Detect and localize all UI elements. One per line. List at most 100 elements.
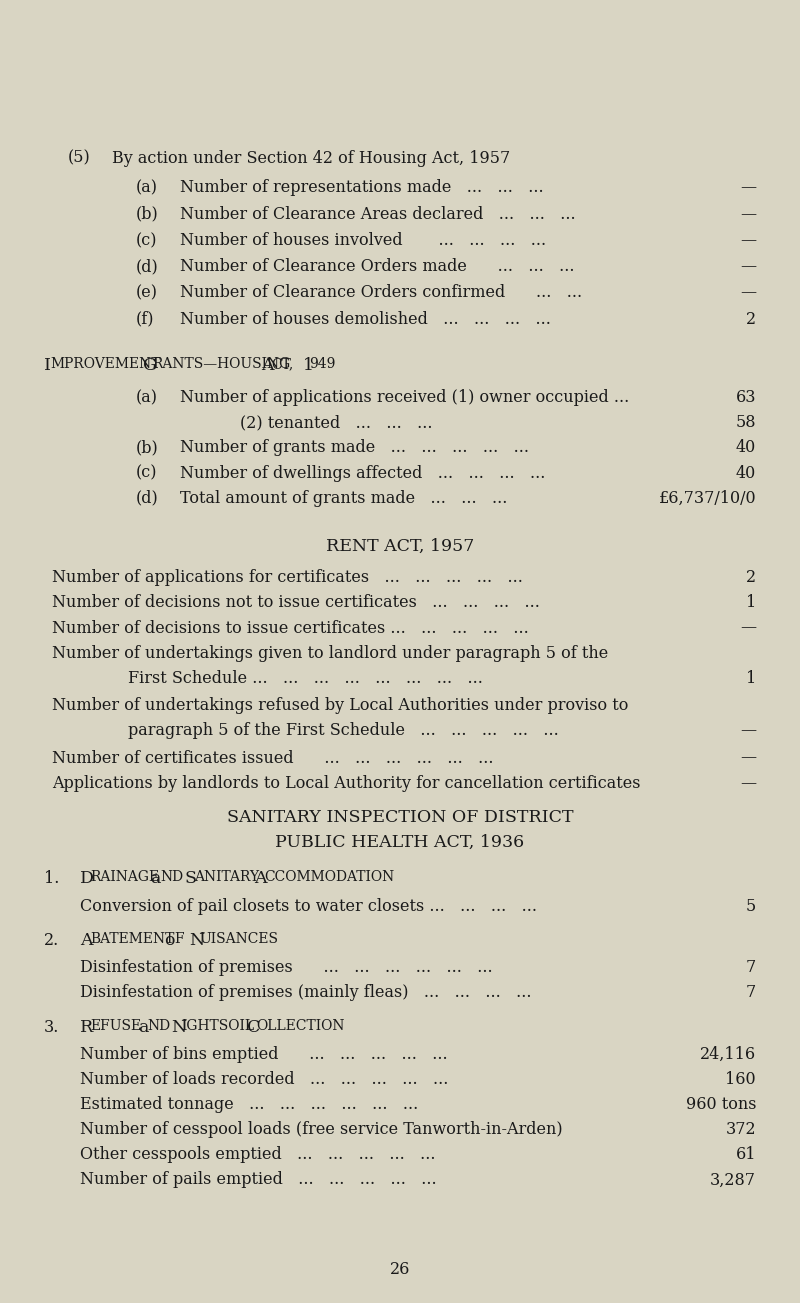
Text: (a): (a)	[136, 180, 158, 197]
Text: Total amount of grants made   ...   ...   ...: Total amount of grants made ... ... ...	[180, 490, 507, 507]
Text: SANITARY INSPECTION OF DISTRICT: SANITARY INSPECTION OF DISTRICT	[226, 809, 574, 826]
Text: —: —	[740, 774, 756, 792]
Text: 2.: 2.	[44, 932, 59, 949]
Text: Number of applications received (1) owner occupied ...: Number of applications received (1) owne…	[180, 390, 630, 407]
Text: 5: 5	[746, 898, 756, 915]
Text: I: I	[44, 357, 51, 374]
Text: A: A	[254, 870, 267, 887]
Text: Number of decisions to issue certificates ...   ...   ...   ...   ...: Number of decisions to issue certificate…	[52, 619, 529, 637]
Text: EFUSE: EFUSE	[90, 1019, 141, 1032]
Text: Number of dwellings affected   ...   ...   ...   ...: Number of dwellings affected ... ... ...…	[180, 464, 546, 482]
Text: 1: 1	[746, 670, 756, 687]
Text: Number of undertakings given to landlord under paragraph 5 of the: Number of undertakings given to landlord…	[52, 645, 608, 662]
Text: D: D	[80, 870, 94, 887]
Text: 40: 40	[736, 439, 756, 456]
Text: N: N	[190, 932, 205, 949]
Text: 24,116: 24,116	[700, 1046, 756, 1063]
Text: RAINAGE: RAINAGE	[90, 870, 159, 885]
Text: 63: 63	[735, 390, 756, 407]
Text: RENT ACT, 1957: RENT ACT, 1957	[326, 537, 474, 555]
Text: Other cesspools emptied   ...   ...   ...   ...   ...: Other cesspools emptied ... ... ... ... …	[80, 1147, 435, 1164]
Text: 58: 58	[735, 414, 756, 431]
Text: Number of certificates issued      ...   ...   ...   ...   ...   ...: Number of certificates issued ... ... ..…	[52, 749, 494, 766]
Text: Number of loads recorded   ...   ...   ...   ...   ...: Number of loads recorded ... ... ... ...…	[80, 1071, 448, 1088]
Text: 26: 26	[390, 1261, 410, 1278]
Text: (5): (5)	[68, 150, 90, 167]
Text: A: A	[262, 357, 274, 374]
Text: 1.: 1.	[44, 870, 59, 887]
Text: Number of cesspool loads (free service Tanworth-in-Arden): Number of cesspool loads (free service T…	[80, 1121, 562, 1139]
Text: Number of houses demolished   ...   ...   ...   ...: Number of houses demolished ... ... ... …	[180, 310, 551, 327]
Text: paragraph 5 of the First Schedule   ...   ...   ...   ...   ...: paragraph 5 of the First Schedule ... ..…	[128, 722, 558, 739]
Text: Disinfestation of premises      ...   ...   ...   ...   ...   ...: Disinfestation of premises ... ... ... .…	[80, 959, 493, 976]
Text: 7: 7	[746, 984, 756, 1002]
Text: —: —	[740, 284, 756, 301]
Text: BATEMENT: BATEMENT	[90, 932, 174, 946]
Text: a: a	[150, 870, 161, 887]
Text: ND: ND	[148, 1019, 171, 1032]
Text: (f): (f)	[136, 310, 154, 327]
Text: 40: 40	[736, 464, 756, 482]
Text: —: —	[740, 619, 756, 637]
Text: 1: 1	[303, 357, 314, 374]
Text: (d): (d)	[136, 258, 158, 275]
Text: Number of houses involved       ...   ...   ...   ...: Number of houses involved ... ... ... ..…	[180, 232, 546, 249]
Text: OLLECTION: OLLECTION	[257, 1019, 345, 1032]
Text: First Schedule ...   ...   ...   ...   ...   ...   ...   ...: First Schedule ... ... ... ... ... ... .…	[128, 670, 483, 687]
Text: 949: 949	[309, 357, 335, 371]
Text: (b): (b)	[136, 206, 158, 223]
Text: Number of undertakings refused by Local Authorities under proviso to: Number of undertakings refused by Local …	[52, 697, 628, 714]
Text: Number of Clearance Orders confirmed      ...   ...: Number of Clearance Orders confirmed ...…	[180, 284, 582, 301]
Text: PUBLIC HEALTH ACT, 1936: PUBLIC HEALTH ACT, 1936	[275, 834, 525, 851]
Text: —: —	[740, 258, 756, 275]
Text: a: a	[138, 1019, 148, 1036]
Text: R: R	[80, 1019, 94, 1036]
Text: (c): (c)	[136, 232, 158, 249]
Text: (d): (d)	[136, 490, 158, 507]
Text: Number of pails emptied   ...   ...   ...   ...   ...: Number of pails emptied ... ... ... ... …	[80, 1171, 437, 1188]
Text: ND: ND	[161, 870, 184, 885]
Text: (b): (b)	[136, 439, 158, 456]
Text: IGHTSOIL: IGHTSOIL	[181, 1019, 254, 1032]
Text: 3.: 3.	[44, 1019, 59, 1036]
Text: G: G	[142, 357, 157, 374]
Text: S: S	[184, 870, 196, 887]
Text: Number of grants made   ...   ...   ...   ...   ...: Number of grants made ... ... ... ... ..…	[180, 439, 529, 456]
Text: Number of representations made   ...   ...   ...: Number of representations made ... ... .…	[180, 180, 544, 197]
Text: By action under Section 42 of Housing Act, 1957: By action under Section 42 of Housing Ac…	[112, 150, 510, 167]
Text: N: N	[171, 1019, 186, 1036]
Text: C: C	[246, 1019, 260, 1036]
Text: 3,287: 3,287	[710, 1171, 756, 1188]
Text: —: —	[740, 180, 756, 197]
Text: 7: 7	[746, 959, 756, 976]
Text: Estimated tonnage   ...   ...   ...   ...   ...   ...: Estimated tonnage ... ... ... ... ... ..…	[80, 1096, 418, 1113]
Text: CCOMMODATION: CCOMMODATION	[265, 870, 395, 885]
Text: 2: 2	[746, 310, 756, 327]
Text: o: o	[164, 932, 174, 949]
Text: ANITARY: ANITARY	[194, 870, 259, 885]
Text: —: —	[740, 206, 756, 223]
Text: MPROVEMENT: MPROVEMENT	[50, 357, 161, 371]
Text: 960 tons: 960 tons	[686, 1096, 756, 1113]
Text: (2) tenanted   ...   ...   ...: (2) tenanted ... ... ...	[240, 414, 433, 431]
Text: Applications by landlords to Local Authority for cancellation certificates: Applications by landlords to Local Autho…	[52, 774, 641, 792]
Text: 61: 61	[735, 1147, 756, 1164]
Text: Number of applications for certificates   ...   ...   ...   ...   ...: Number of applications for certificates …	[52, 569, 523, 586]
Text: Number of Clearance Areas declared   ...   ...   ...: Number of Clearance Areas declared ... .…	[180, 206, 576, 223]
Text: F: F	[174, 932, 184, 946]
Text: —: —	[740, 722, 756, 739]
Text: Number of bins emptied      ...   ...   ...   ...   ...: Number of bins emptied ... ... ... ... .…	[80, 1046, 448, 1063]
Text: —: —	[740, 749, 756, 766]
Text: 2: 2	[746, 569, 756, 586]
Text: (e): (e)	[136, 284, 158, 301]
Text: (c): (c)	[136, 464, 158, 482]
Text: RANTS—HOUSING: RANTS—HOUSING	[153, 357, 291, 371]
Text: Number of Clearance Orders made      ...   ...   ...: Number of Clearance Orders made ... ... …	[180, 258, 574, 275]
Text: 372: 372	[726, 1121, 756, 1139]
Text: 160: 160	[726, 1071, 756, 1088]
Text: Conversion of pail closets to water closets ...   ...   ...   ...: Conversion of pail closets to water clos…	[80, 898, 537, 915]
Text: CT,: CT,	[272, 357, 294, 371]
Text: Disinfestation of premises (mainly fleas)   ...   ...   ...   ...: Disinfestation of premises (mainly fleas…	[80, 984, 531, 1002]
Text: Number of decisions not to issue certificates   ...   ...   ...   ...: Number of decisions not to issue certifi…	[52, 594, 540, 611]
Text: A: A	[80, 932, 93, 949]
